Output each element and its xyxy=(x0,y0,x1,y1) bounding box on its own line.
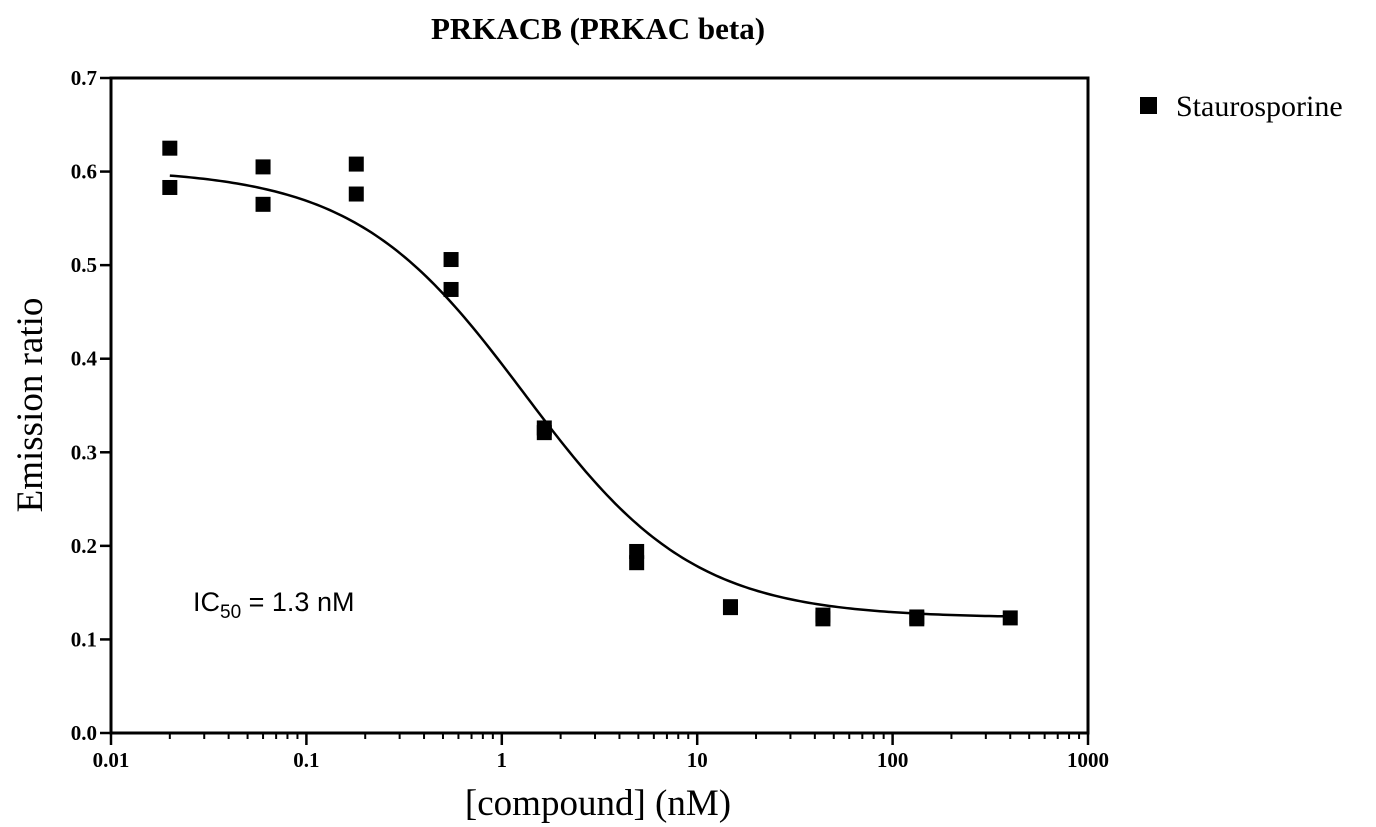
ic50-annotation: IC50 = 1.3 nM xyxy=(193,587,354,623)
y-tick-label: 0.4 xyxy=(71,347,98,371)
y-tick-label: 0.2 xyxy=(71,534,97,558)
y-axis: 0.0 0.1 0.2 0.3 0.4 0.5 0.6 0.7 xyxy=(71,66,111,745)
ic50-subscript: 50 xyxy=(220,602,241,623)
data-point xyxy=(348,186,364,202)
y-tick-label: 0.3 xyxy=(71,440,97,464)
data-point xyxy=(255,196,271,212)
data-points xyxy=(162,140,1018,627)
data-point xyxy=(162,179,178,195)
y-tick-label: 0.6 xyxy=(71,160,97,184)
data-point xyxy=(443,281,459,297)
x-axis: 0.01 0.1 1 10 100 1000 xyxy=(93,733,1109,772)
y-tick-label: 0.1 xyxy=(71,627,97,651)
fit-curve xyxy=(169,174,1011,618)
x-tick-label: 100 xyxy=(877,748,909,772)
data-point xyxy=(536,425,552,441)
data-point xyxy=(815,611,831,627)
x-tick-label: 0.1 xyxy=(293,748,319,772)
y-tick-label: 0.5 xyxy=(71,253,97,277)
data-point xyxy=(443,252,459,268)
data-point xyxy=(909,611,925,627)
x-tick-label: 1000 xyxy=(1067,748,1109,772)
x-tick-label: 0.01 xyxy=(93,748,130,772)
y-tick-label: 0.0 xyxy=(71,721,97,745)
x-tick-label: 10 xyxy=(687,748,708,772)
data-point xyxy=(162,140,178,156)
data-point xyxy=(348,156,364,172)
x-axis-title: [compound] (nM) xyxy=(465,783,731,824)
legend-marker-staurosporine xyxy=(1140,97,1157,114)
data-point xyxy=(722,600,738,616)
plot-frame xyxy=(109,76,1090,735)
ic50-prefix: IC xyxy=(193,587,220,617)
data-point xyxy=(629,555,645,571)
ic50-text: = 1.3 nM xyxy=(241,587,354,617)
legend-label-staurosporine: Staurosporine xyxy=(1176,90,1343,123)
legend: Staurosporine xyxy=(1140,90,1343,123)
x-tick-label: 1 xyxy=(497,748,508,772)
y-axis-title: Emission ratio xyxy=(10,298,51,513)
y-tick-label: 0.7 xyxy=(71,66,97,90)
chart-title: PRKACB (PRKAC beta) xyxy=(431,11,765,46)
data-point xyxy=(255,159,271,175)
data-point xyxy=(1002,610,1018,626)
